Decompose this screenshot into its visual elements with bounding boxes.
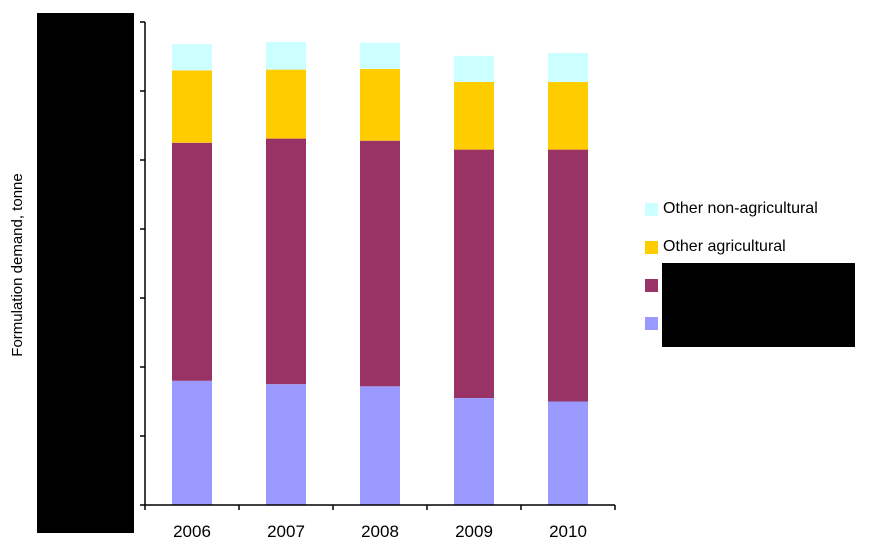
legend-swatch-series-2 bbox=[645, 278, 658, 292]
x-tick-label-2008: 2008 bbox=[361, 522, 399, 541]
bar-segment-2009-series-0 bbox=[454, 398, 494, 505]
bar-segment-2007-series-2 bbox=[266, 69, 306, 139]
bar-segment-2008-series-3 bbox=[360, 42, 400, 69]
x-tick-label-2009: 2009 bbox=[455, 522, 493, 541]
bar-segment-2010-series-3 bbox=[548, 53, 588, 82]
legend-label-other-agricultural: Other agricultural bbox=[663, 238, 786, 255]
redacted-legend-labels bbox=[662, 263, 855, 347]
x-tick-labels-group: 2006 2007 2008 2009 2010 bbox=[173, 522, 587, 541]
bar-segment-2010-series-0 bbox=[548, 401, 588, 505]
legend-swatch-other-agricultural bbox=[645, 240, 658, 254]
bar-segment-2006-series-1 bbox=[172, 142, 212, 381]
bar-segment-2006-series-0 bbox=[172, 380, 212, 505]
legend-swatch-series-1 bbox=[645, 316, 658, 330]
bar-segment-2009-series-2 bbox=[454, 82, 494, 150]
x-tick-label-2010: 2010 bbox=[549, 522, 587, 541]
y-axis-title: Formulation demand, tonne bbox=[9, 173, 26, 356]
bar-segment-2007-series-3 bbox=[266, 42, 306, 70]
x-ticks-group bbox=[144, 505, 616, 510]
legend: Other non-agricultural Other agricultura… bbox=[645, 198, 818, 350]
legend-item-series-2 bbox=[645, 274, 818, 296]
bar-segment-2010-series-1 bbox=[548, 149, 588, 402]
x-tick-label-2007: 2007 bbox=[267, 522, 305, 541]
legend-item-other-non-agricultural: Other non-agricultural bbox=[645, 198, 818, 220]
legend-item-other-agricultural: Other agricultural bbox=[645, 236, 818, 258]
y-axis-title-text: Formulation demand, tonne bbox=[9, 173, 26, 356]
bar-segment-2007-series-1 bbox=[266, 138, 306, 385]
y-ticks-group bbox=[140, 21, 145, 506]
bar-segment-2006-series-3 bbox=[172, 44, 212, 71]
legend-swatch-other-non-agricultural bbox=[645, 202, 658, 216]
bar-segment-2007-series-0 bbox=[266, 384, 306, 506]
bar-segment-2010-series-2 bbox=[548, 82, 588, 150]
legend-label-other-non-agricultural: Other non-agricultural bbox=[663, 200, 818, 217]
redacted-y-tick-labels bbox=[37, 13, 134, 533]
bars-group bbox=[172, 42, 588, 506]
bar-segment-2008-series-0 bbox=[360, 386, 400, 505]
bar-segment-2009-series-1 bbox=[454, 149, 494, 398]
legend-item-series-1 bbox=[645, 312, 818, 334]
bar-segment-2009-series-3 bbox=[454, 55, 494, 82]
bar-segment-2006-series-2 bbox=[172, 70, 212, 143]
bar-segment-2008-series-2 bbox=[360, 68, 400, 141]
x-tick-label-2006: 2006 bbox=[173, 522, 211, 541]
bar-segment-2008-series-1 bbox=[360, 140, 400, 387]
